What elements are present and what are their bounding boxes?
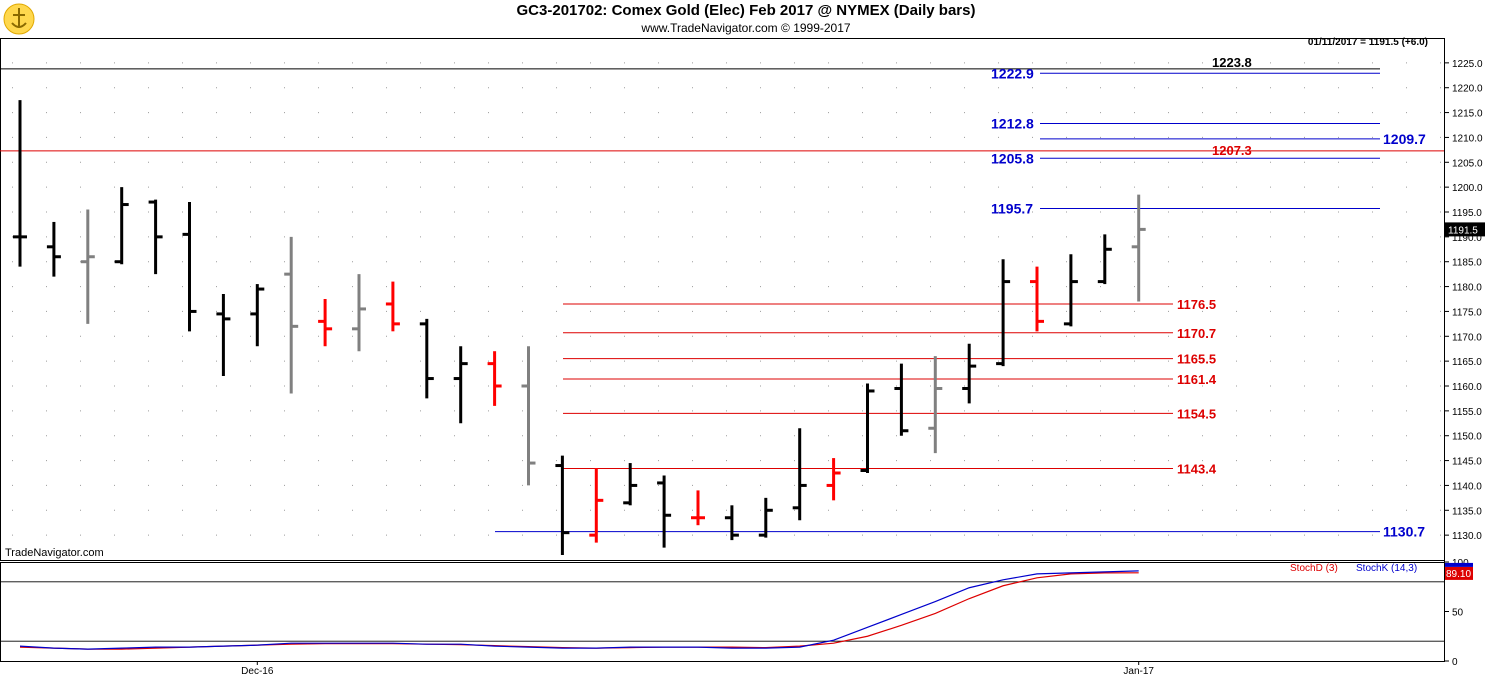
level-label: 1170.7 — [1177, 326, 1216, 341]
level-label: 1161.4 — [1177, 372, 1217, 387]
y-tick-label: 1160.0 — [1452, 382, 1482, 393]
chart-subtitle: www.TradeNavigator.com © 1999-2017 — [641, 21, 851, 35]
last-osc-badge-top — [1445, 562, 1473, 567]
y-tick-label: 1205.0 — [1452, 158, 1483, 169]
last-quote: 01/11/2017 = 1191.5 (+6.0) — [1307, 37, 1428, 48]
level-label: 1223.8 — [1212, 55, 1252, 70]
y-tick-label: 1140.0 — [1452, 481, 1482, 492]
x-tick-label: Dec-16 — [241, 666, 274, 677]
y-tick-label: 1200.0 — [1452, 183, 1483, 194]
level-label: 1143.4 — [1177, 462, 1217, 477]
legend-stoch-k: StochK (14,3) — [1356, 563, 1417, 574]
y-tick-label: 1195.0 — [1452, 208, 1482, 219]
level-label: 1130.7 — [1383, 524, 1425, 540]
last-price-label: 1191.5 — [1448, 225, 1478, 236]
chart-title: GC3-201702: Comex Gold (Elec) Feb 2017 @… — [516, 2, 976, 19]
stochastic-line — [19, 570, 1139, 650]
osc-y-tick-label: 50 — [1452, 608, 1464, 619]
level-label: 1212.8 — [991, 116, 1034, 132]
trade-navigator-logo — [3, 3, 35, 35]
level-label: 1165.5 — [1177, 352, 1216, 367]
last-osc-label: 89.10 — [1446, 569, 1471, 580]
y-tick-label: 1210.0 — [1452, 133, 1483, 144]
y-tick-label: 1225.0 — [1452, 59, 1483, 70]
last-price-badge — [1445, 222, 1485, 237]
level-label: 1195.7 — [991, 201, 1033, 217]
y-tick-label: 1185.0 — [1452, 258, 1482, 269]
x-tick-label: Jan-17 — [1123, 666, 1154, 677]
brand-watermark: TradeNavigator.com — [5, 547, 104, 559]
level-label: 1209.7 — [1383, 131, 1426, 147]
level-label: 1222.9 — [991, 65, 1034, 81]
osc-y-tick-label: 0 — [1452, 657, 1458, 668]
y-tick-label: 1175.0 — [1452, 307, 1482, 318]
level-label: 1154.5 — [1177, 406, 1216, 421]
level-label: 1176.5 — [1177, 297, 1216, 312]
level-label: 1207.3 — [1212, 143, 1252, 158]
y-tick-label: 1150.0 — [1452, 432, 1482, 443]
level-label: 1205.8 — [991, 150, 1034, 166]
y-tick-label: 1190.0 — [1452, 233, 1482, 244]
y-tick-label: 1130.0 — [1452, 531, 1482, 542]
y-tick-label: 1180.0 — [1452, 283, 1482, 294]
y-tick-label: 1165.0 — [1452, 357, 1482, 368]
y-tick-label: 1145.0 — [1452, 457, 1482, 468]
legend-stoch-d: StochD (3) — [1290, 563, 1338, 574]
price-pane — [0, 38, 1445, 561]
y-tick-label: 1170.0 — [1452, 332, 1482, 343]
y-tick-label: 1215.0 — [1452, 109, 1483, 120]
y-tick-label: 1135.0 — [1452, 506, 1482, 517]
last-osc-badge — [1445, 566, 1473, 580]
y-tick-label: 1220.0 — [1452, 84, 1483, 95]
y-tick-label: 1155.0 — [1452, 407, 1482, 418]
oscillator-pane — [0, 562, 1445, 662]
